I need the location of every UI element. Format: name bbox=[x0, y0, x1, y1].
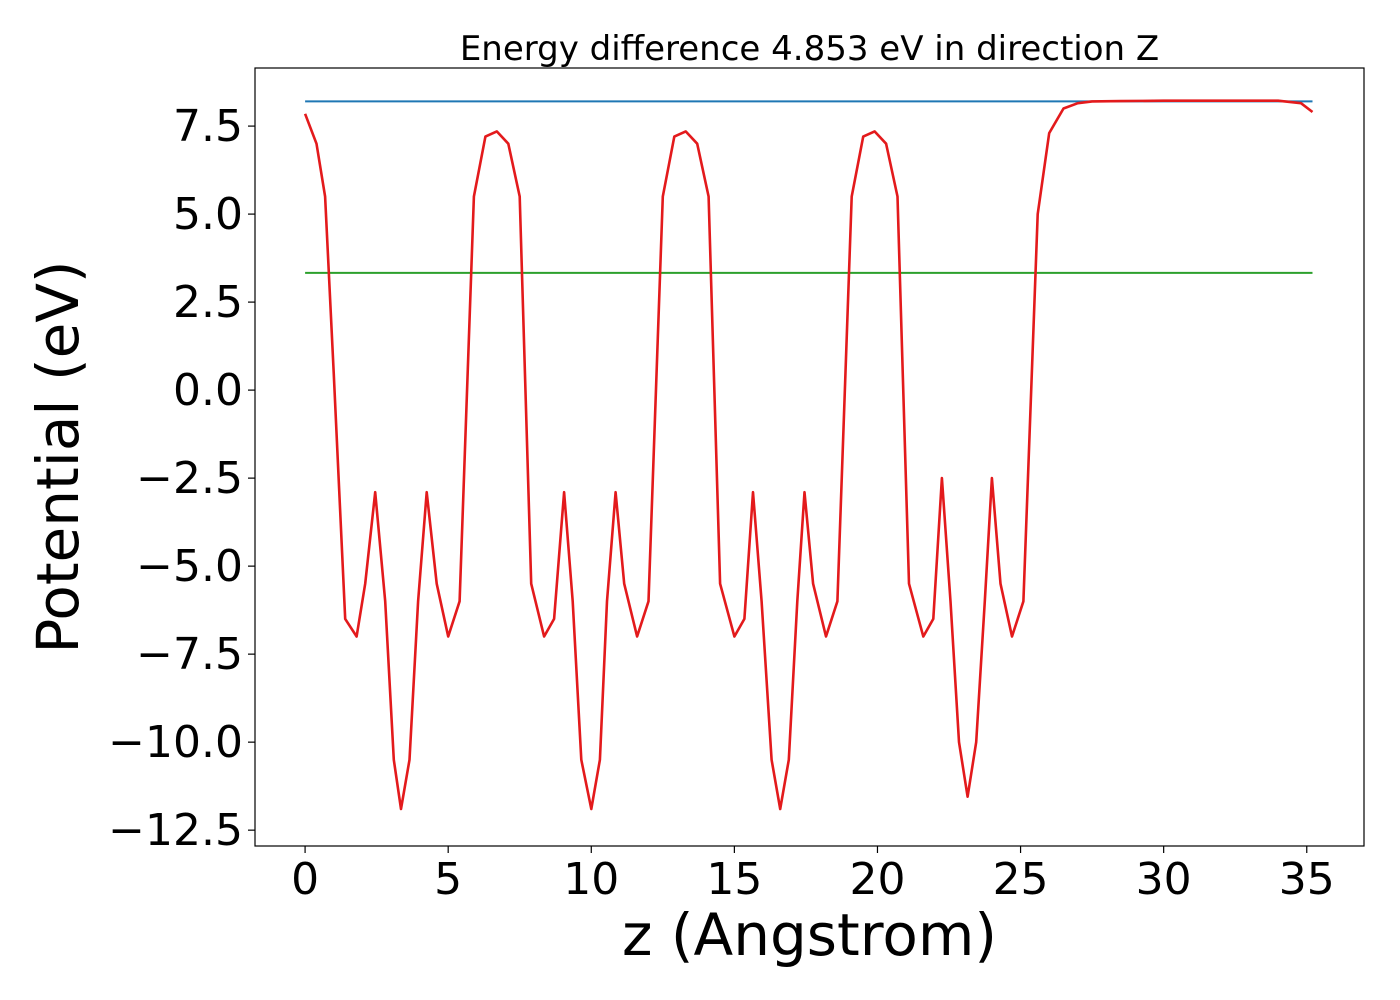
ticks: 0 5 10 15 20 25 30 35 7.5 5.0 2.5 0.0 −2.5 −5.0 −7.5 −1… bbox=[108, 101, 1335, 905]
y-tick-label: −2.5 bbox=[136, 453, 243, 504]
chart-title: Energy difference 4.853 eV in direction … bbox=[460, 29, 1159, 69]
x-axis-label: z (Angstrom) bbox=[622, 901, 997, 969]
x-tick-label: 10 bbox=[563, 854, 619, 905]
x-tick-label: 35 bbox=[1279, 854, 1335, 905]
x-tick-label: 20 bbox=[849, 854, 905, 905]
y-tick-label: 5.0 bbox=[173, 189, 243, 240]
axes-frame bbox=[254, 67, 1365, 847]
x-tick-label: 25 bbox=[993, 854, 1049, 905]
x-tick-label: 15 bbox=[706, 854, 762, 905]
y-tick-label: −5.0 bbox=[136, 541, 243, 592]
y-tick-label: −7.5 bbox=[136, 629, 243, 680]
x-tick-label: 30 bbox=[1136, 854, 1192, 905]
y-tick-label: −10.0 bbox=[108, 717, 243, 768]
plot-area bbox=[303, 99, 1314, 811]
y-axis-label: Potential (eV) bbox=[24, 260, 92, 653]
y-tick-label: 0.0 bbox=[173, 365, 243, 416]
y-tick-label: 2.5 bbox=[173, 277, 243, 328]
x-tick-label: 0 bbox=[291, 854, 319, 905]
x-tick-label: 5 bbox=[434, 854, 462, 905]
series-line-3 bbox=[303, 99, 1314, 811]
y-tick-label: 7.5 bbox=[173, 101, 243, 152]
y-tick-label: −12.5 bbox=[108, 805, 243, 856]
